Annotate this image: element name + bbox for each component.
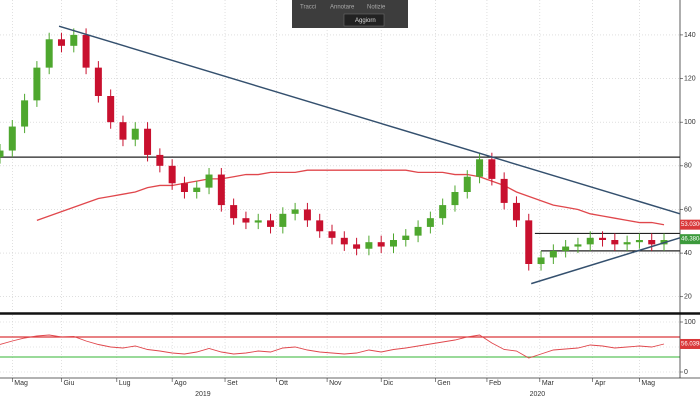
refresh-button[interactable] [343, 13, 385, 27]
candle-body [549, 250, 557, 258]
candle-body [586, 237, 594, 245]
candle-body [33, 67, 41, 101]
trend-line [530, 237, 681, 285]
candle-body [451, 192, 459, 206]
candle-body [267, 220, 275, 227]
candle-body [107, 96, 115, 123]
last-value-box [680, 234, 700, 245]
candle-body [0, 150, 4, 158]
candle-body [168, 165, 176, 184]
candle-body [623, 242, 631, 245]
candle-body [254, 220, 262, 223]
x-tick-label: Mag [641, 380, 655, 387]
candle-body [488, 159, 496, 179]
candle-body [611, 240, 619, 245]
x-tick-label: Gen [437, 380, 450, 387]
candle-body [365, 242, 373, 249]
y-tick-label: 60 [684, 206, 692, 213]
last-value-label: 46.3804 [681, 237, 700, 243]
x-tick-label: Lug [119, 380, 131, 387]
x-tick-label: Set [227, 380, 238, 387]
candle-body [82, 34, 90, 68]
y-tick-label: 120 [684, 75, 696, 82]
candle-body [230, 205, 238, 219]
candle-body [377, 242, 385, 247]
candle-body [562, 246, 570, 251]
year-label: 2019 [195, 391, 211, 398]
candle-body [119, 122, 127, 140]
candle-body [599, 237, 607, 240]
candle-body [21, 100, 29, 127]
x-tick-label: Feb [489, 380, 501, 387]
candle-body [340, 237, 348, 245]
x-tick-label: Nov [329, 380, 342, 387]
candle-body [648, 240, 656, 245]
toolbar-button[interactable]: Annotare [330, 5, 355, 11]
candle-body [217, 174, 225, 206]
rsi-line [0, 334, 665, 359]
last-value-label: 56.0398 [681, 342, 700, 348]
candle-body [414, 226, 422, 236]
toolbar-button[interactable]: Notizie [367, 5, 386, 11]
y-tick-label: 20 [684, 294, 692, 301]
candle-body [291, 209, 299, 214]
candle-body [500, 178, 508, 203]
toolbar-button[interactable]: Tracci [300, 5, 316, 11]
y-tick-label: 100 [684, 319, 696, 326]
candle-body [57, 39, 65, 46]
last-value-box [680, 338, 700, 349]
candle-body [94, 67, 102, 96]
candle-body [242, 218, 250, 223]
x-tick-label: Ago [174, 380, 187, 387]
refresh-label[interactable]: Aggiorn [355, 18, 376, 24]
candle-body [389, 240, 397, 247]
candle-body [45, 39, 53, 68]
candle-body [316, 220, 324, 232]
candle-body [279, 213, 287, 227]
x-tick-label: Mag [14, 380, 28, 387]
x-tick-label: Ott [279, 380, 288, 387]
candle-body [426, 218, 434, 227]
toolbar: Tracci Annotare Notizie Aggiorn [292, 0, 408, 28]
candle-body [402, 235, 410, 240]
candle-body [8, 126, 16, 151]
moving-average [36, 169, 665, 226]
candle-body [156, 154, 164, 166]
candle-body [328, 231, 336, 238]
candle-body [574, 244, 582, 247]
candle-body [463, 176, 471, 192]
y-tick-label: 80 [684, 163, 692, 170]
trend-line [58, 25, 681, 215]
candle-body [303, 209, 311, 221]
x-tick-label: Mar [542, 380, 555, 387]
candle-body [205, 174, 213, 188]
last-value-box [680, 219, 700, 230]
year-label: 2020 [530, 391, 546, 398]
candle-body [635, 240, 643, 243]
candle-body [537, 257, 545, 264]
candle-body [476, 159, 484, 177]
candle-body [193, 187, 201, 192]
candle-body [353, 244, 361, 249]
last-value-label: 53.0300 [681, 222, 700, 228]
y-tick-label: 40 [684, 250, 692, 257]
candle-body [131, 128, 139, 140]
candle-body [70, 34, 78, 46]
y-tick-label: 0 [684, 369, 688, 376]
candle-body [525, 220, 533, 264]
y-tick-label: 100 [684, 119, 696, 126]
x-tick-label: Giu [63, 380, 74, 387]
x-tick-label: Apr [595, 380, 607, 387]
candle-body [439, 205, 447, 219]
y-tick-label: 140 [684, 32, 696, 39]
candle-body [180, 183, 188, 192]
candle-body [144, 128, 152, 155]
x-tick-label: Dic [383, 380, 394, 387]
candle-body [512, 202, 520, 221]
